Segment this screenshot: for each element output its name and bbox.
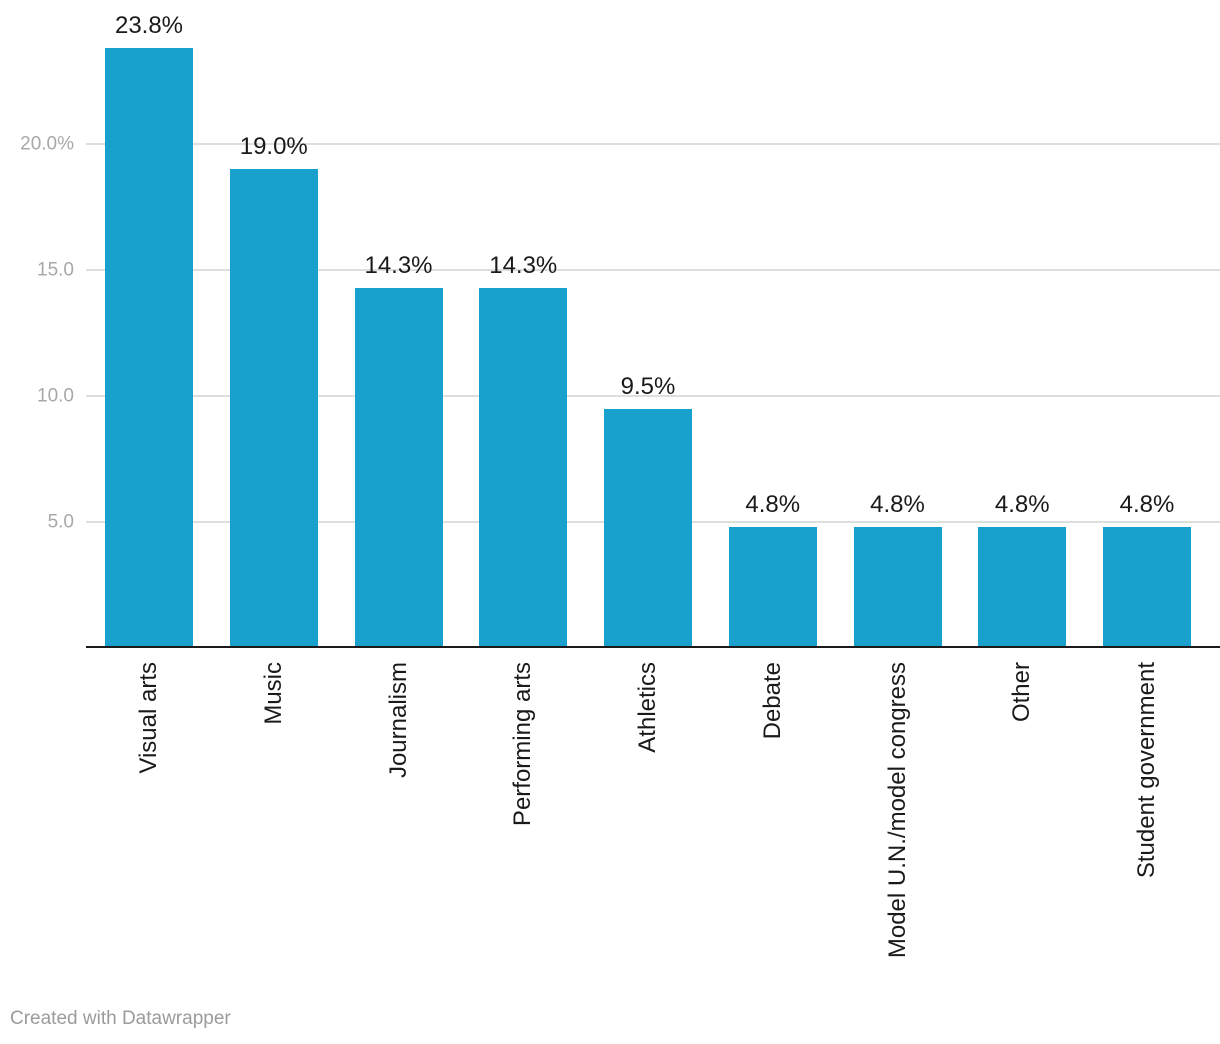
bar-student-government[interactable] [1103, 527, 1191, 648]
x-axis-category-label-text: Performing arts [509, 662, 537, 827]
y-axis-tick-label: 5.0 [47, 511, 74, 533]
bar-model-u-n-model-congress[interactable] [853, 527, 942, 648]
x-axis-category-label-text: Journalism [384, 662, 412, 779]
x-axis-category-label-text: Music [259, 662, 287, 725]
bar-visual-arts[interactable] [105, 48, 193, 648]
x-axis-category-label: Model U.N./model congress [884, 662, 912, 958]
datawrapper-credit-link[interactable]: Created with Datawrapper [10, 1008, 231, 1029]
bar-value-label: 14.3% [364, 251, 433, 279]
x-axis-category-label-text: Model U.N./model congress [883, 662, 911, 959]
bar-performing-arts[interactable] [479, 287, 568, 648]
x-axis-category-label: Other [1008, 662, 1036, 722]
bar-value-label: 4.8% [994, 491, 1050, 519]
x-axis-category-label-text: Student government [1133, 662, 1161, 879]
bar-music[interactable] [229, 169, 318, 648]
gridline [86, 143, 1220, 145]
x-axis-category-label: Performing arts [509, 662, 537, 826]
x-axis-category-label-text: Debate [758, 662, 786, 740]
gridline [86, 395, 1220, 397]
x-axis-category-label: Athletics [634, 662, 662, 753]
bar-value-label: 4.8% [870, 491, 925, 519]
x-axis-category-label: Debate [759, 662, 787, 739]
bar-debate[interactable] [728, 527, 817, 648]
bar-other[interactable] [978, 527, 1067, 648]
x-axis-category-label: Journalism [385, 662, 413, 778]
bar-value-label: 4.8% [1119, 491, 1175, 519]
bar-value-label: 14.3% [489, 251, 558, 279]
gridline [86, 269, 1220, 271]
x-axis-category-label: Student government [1133, 662, 1161, 878]
y-axis-tick-label: 10.0 [37, 385, 74, 407]
x-axis-category-label-text: Other [1008, 662, 1036, 723]
bar-athletics[interactable] [604, 408, 692, 648]
x-axis-category-label: Visual arts [135, 662, 163, 774]
y-axis-tick-label: 15.0 [37, 259, 74, 281]
bar-value-label: 23.8% [114, 12, 184, 40]
bar-value-label: 9.5% [620, 372, 676, 400]
x-axis-line [86, 646, 1220, 648]
x-axis-category-label-text: Athletics [634, 662, 662, 753]
y-axis-tick-label: 20.0% [20, 133, 74, 155]
bar-value-label: 4.8% [745, 491, 801, 519]
bar-value-label: 19.0% [239, 133, 308, 161]
x-axis-category-label-text: Visual arts [135, 662, 163, 774]
x-axis-category-label: Music [260, 662, 288, 725]
bar-journalism[interactable] [354, 287, 443, 648]
